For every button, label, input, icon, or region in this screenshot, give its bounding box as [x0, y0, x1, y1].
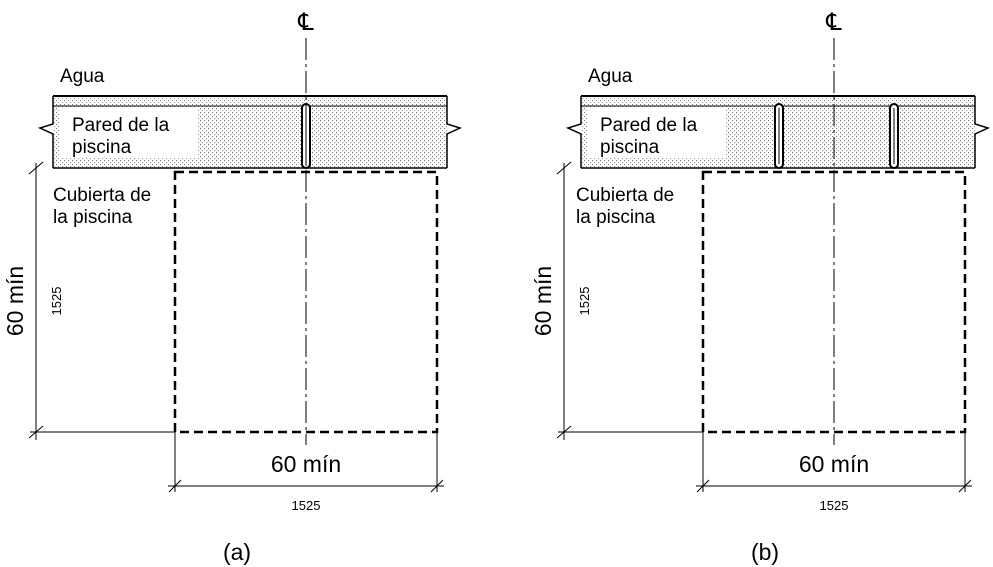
horizontal-dimension-a: [168, 432, 444, 493]
centerline-symbol-b: ℄: [825, 8, 842, 36]
vertical-dim-mm-a: 1525: [49, 287, 64, 316]
deck-label-b-line2: la piscina: [576, 207, 656, 228]
wall-label-a-line2: piscina: [72, 137, 132, 158]
wall-label-a-line1: Pared de la: [72, 115, 170, 136]
wall-label-bg-a: [60, 108, 198, 158]
deck-label-a-line2: la piscina: [53, 207, 133, 228]
vertical-dimension-b: [556, 161, 703, 440]
horizontal-dimension-b: [696, 432, 972, 493]
vertical-dim-in-a: 60 mín: [2, 266, 28, 336]
wall-label-b-line1: Pared de la: [600, 115, 698, 136]
horizontal-dim-in-a: 60 mín: [271, 451, 341, 477]
wall-label-b-line2: piscina: [600, 137, 660, 158]
vertical-dim-in-b: 60 mín: [530, 266, 556, 336]
panel-a: Pared de la piscina Agua ℄ Cubierta de l…: [2, 8, 463, 565]
caption-a: (a): [223, 539, 251, 565]
centerline-symbol-a: ℄: [297, 8, 314, 36]
vertical-dimension-a: [28, 161, 175, 440]
deck-label-b-line1: Cubierta de: [576, 185, 674, 206]
horizontal-dim-mm-b: 1525: [820, 498, 849, 513]
wall-label-bg-b: [588, 108, 726, 158]
deck-label-a-line1: Cubierta de: [53, 185, 151, 206]
water-label-a: Agua: [60, 66, 105, 87]
horizontal-dim-mm-a: 1525: [292, 498, 321, 513]
horizontal-dim-in-b: 60 mín: [799, 451, 869, 477]
vertical-dim-mm-b: 1525: [577, 287, 592, 316]
handrail-b-right: [889, 103, 899, 169]
handrail-b-left: [774, 103, 784, 169]
clear-space-a: [173, 170, 439, 434]
panel-b: Pared de la piscina Agua ℄ Cubierta de l…: [530, 8, 991, 565]
caption-b: (b): [751, 539, 779, 565]
clear-space-b: [701, 170, 967, 434]
water-label-b: Agua: [588, 66, 633, 87]
